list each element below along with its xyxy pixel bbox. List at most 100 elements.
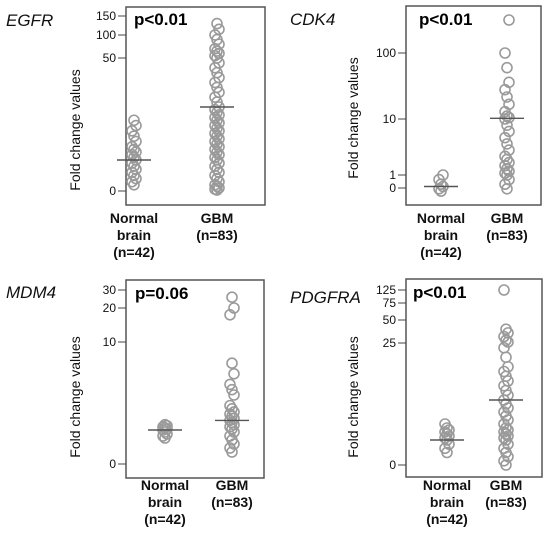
p-value-label: p<0.01 [419, 10, 472, 29]
gbm-point [499, 150, 511, 163]
plot-frame [125, 279, 265, 479]
normal-brain-category-label: (n=42) [144, 511, 186, 527]
gene-title: CDK4 [290, 10, 335, 29]
gbm-point [503, 14, 515, 26]
normal-brain-category-label: Normal [417, 210, 465, 226]
gbm-category-label: (n=83) [486, 227, 528, 243]
normal-brain-category-label: brain [148, 494, 182, 510]
y-tick-label: 150 [96, 9, 116, 23]
y-tick-label: 30 [103, 283, 117, 297]
y-axis-label: Fold change values [67, 69, 83, 190]
plot-frame [405, 5, 542, 206]
y-tick-label: 1 [389, 168, 396, 182]
gbm-point [211, 17, 223, 30]
gbm-point [501, 138, 513, 150]
normal-brain-category-label: brain [424, 227, 458, 243]
gbm-point [501, 61, 513, 74]
gbm-point [213, 23, 225, 36]
normal-brain-point [130, 119, 142, 132]
normal-brain-category-label: Normal [423, 477, 471, 493]
normal-brain-point [128, 114, 140, 127]
normal-brain-point [439, 418, 451, 430]
y-tick-label: 50 [383, 313, 397, 327]
normal-brain-point [130, 135, 142, 148]
gbm-point [503, 144, 515, 156]
normal-brain-point [128, 151, 140, 164]
gbm-point [224, 378, 236, 391]
gbm-point [501, 91, 513, 103]
y-tick-label: 0 [109, 457, 116, 471]
p-value-label: p<0.01 [134, 10, 187, 29]
gbm-point [498, 406, 510, 418]
p-value-label: p<0.01 [413, 283, 466, 302]
gbm-point [500, 351, 512, 364]
normal-brain-point [128, 143, 140, 156]
gbm-point [224, 430, 236, 442]
gbm-point [228, 302, 240, 314]
gbm-category-label: GBM [490, 477, 523, 493]
y-tick-label: 10 [103, 335, 117, 349]
normal-brain-category-label: brain [430, 494, 464, 510]
gbm-point [499, 47, 511, 59]
gbm-point [498, 418, 510, 430]
gbm-category-label: GBM [216, 477, 249, 493]
normal-brain-category-label: Normal [110, 210, 158, 226]
normal-brain-category-label: brain [117, 227, 151, 243]
y-tick-label: 100 [96, 28, 116, 42]
gbm-point [211, 146, 223, 158]
gbm-point [211, 130, 223, 142]
gene-title: EGFR [6, 11, 53, 30]
gbm-category-label: GBM [491, 210, 524, 226]
gbm-point [500, 323, 512, 336]
plot-frame [125, 6, 266, 206]
gene-title: PDGFRA [290, 288, 361, 307]
y-tick-label: 50 [103, 51, 117, 65]
gbm-point [501, 119, 513, 132]
gbm-category-label: (n=83) [485, 494, 527, 510]
y-tick-label: 0 [389, 458, 396, 472]
chart-panel-cdk4: CDK4 p<0.01 Fold change values 100 10 10 Norma… [290, 5, 542, 260]
y-tick-label: 0 [389, 181, 396, 195]
gbm-point [211, 114, 223, 127]
gbm-point [224, 399, 236, 412]
y-axis-label: Fold change values [345, 57, 361, 178]
y-tick-label: 125 [376, 283, 396, 297]
normal-brain-point [128, 130, 140, 142]
p-value-label: p=0.06 [135, 284, 188, 303]
normal-brain-point [443, 430, 455, 442]
gbm-point [503, 76, 515, 89]
normal-brain-point [437, 169, 449, 181]
gbm-point [226, 383, 238, 396]
y-tick-label: 20 [103, 301, 117, 315]
chart-panel-egfr: EGFR p<0.01 Fold change values 150 100 50 0 Nor… [6, 6, 266, 260]
gbm-point [499, 131, 511, 144]
normal-brain-category-label: Normal [141, 477, 189, 493]
gbm-category-label: (n=83) [196, 227, 238, 243]
gbm-point [211, 45, 223, 57]
y-axis-label: Fold change values [67, 336, 83, 457]
gbm-point [211, 122, 223, 134]
y-tick-label: 0 [109, 184, 116, 198]
gbm-point [211, 138, 223, 150]
gbm-point [502, 430, 514, 442]
y-tick-label: 100 [376, 46, 396, 60]
normal-brain-category-label: (n=42) [113, 244, 155, 260]
y-tick-label: 25 [383, 336, 397, 350]
y-tick-label: 10 [383, 112, 397, 126]
normal-brain-category-label: (n=42) [420, 244, 462, 260]
gbm-point [228, 389, 240, 401]
gbm-point [211, 154, 223, 166]
gbm-point [224, 442, 236, 454]
gbm-point [503, 111, 515, 124]
gbm-point [228, 368, 240, 380]
y-tick-label: 75 [383, 296, 397, 310]
gbm-point [226, 291, 238, 304]
gbm-category-label: (n=83) [211, 494, 253, 510]
gbm-category-label: GBM [201, 210, 234, 226]
gbm-point [226, 357, 238, 370]
gbm-point [503, 125, 515, 138]
chart-panel-mdm4: MDM4 p=0.06 Fold change values 30 20 10 0 Norma… [6, 279, 265, 527]
y-axis-label: Fold change values [345, 336, 361, 457]
